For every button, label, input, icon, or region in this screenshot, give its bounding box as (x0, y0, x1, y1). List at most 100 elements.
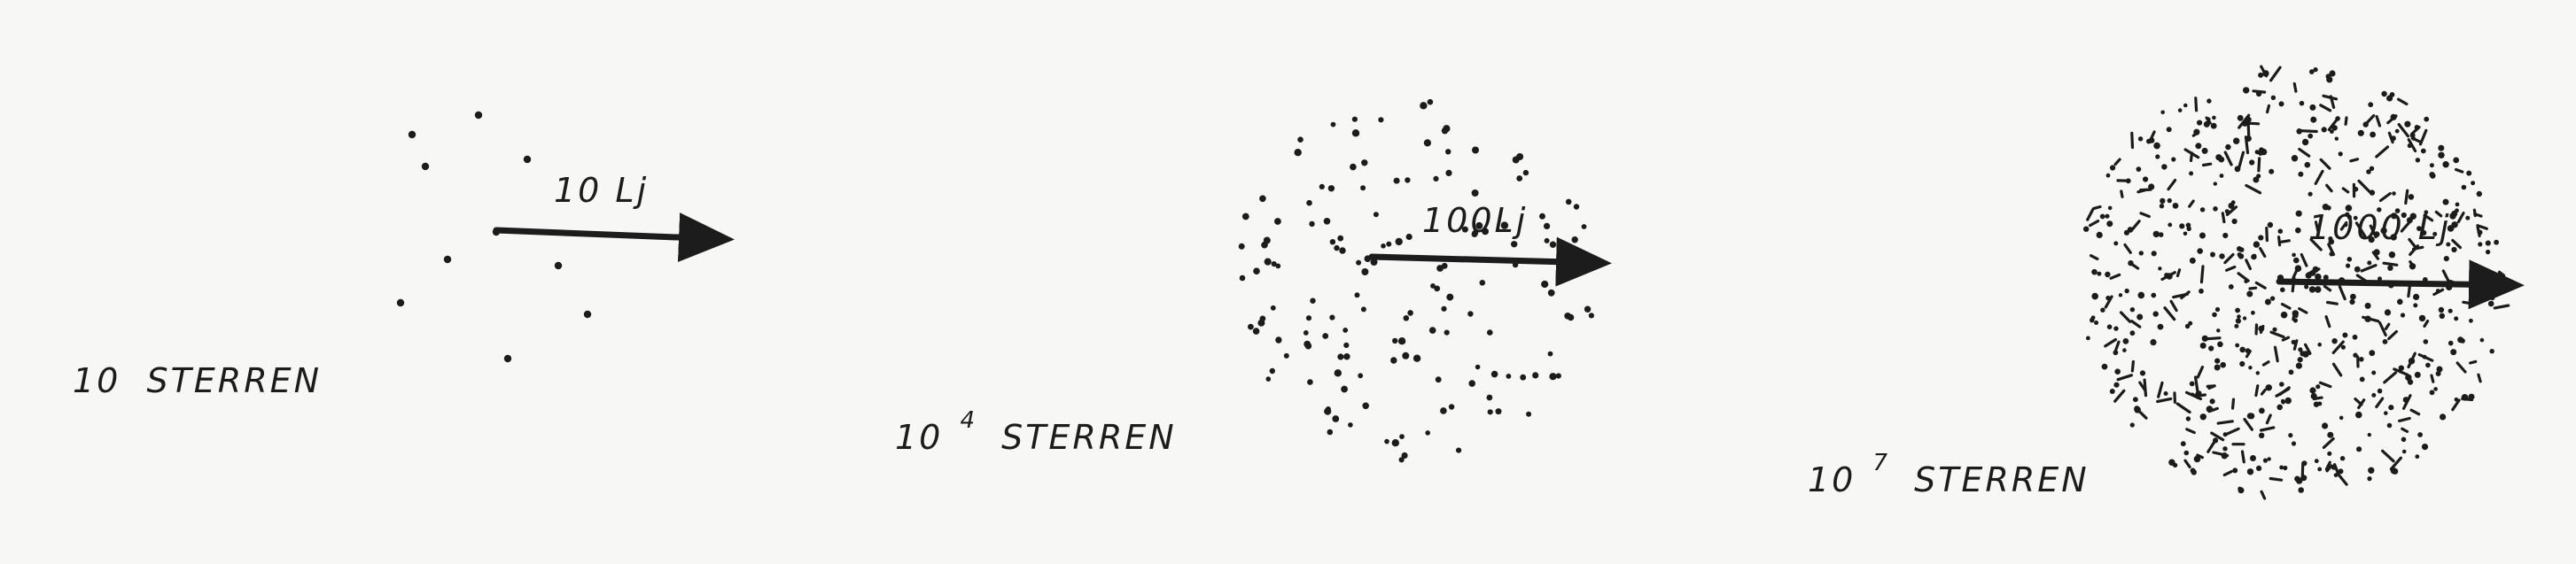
star-dot (2260, 490, 2267, 500)
star-dot (2083, 226, 2090, 232)
star-dot (2319, 158, 2331, 170)
star-dot (1323, 218, 1331, 225)
star-dot (1555, 373, 1561, 379)
star-dot (1441, 127, 1449, 135)
star-dot (2330, 129, 2334, 135)
star-dot (1386, 241, 1392, 247)
star-dot (2438, 306, 2445, 313)
star-dot (2384, 322, 2391, 330)
star-dot (2143, 176, 2149, 182)
star-dot (1398, 457, 1405, 463)
star-dot (2490, 295, 2495, 301)
star-dot (2089, 220, 2100, 228)
star-dot (2152, 230, 2160, 238)
star-dot (554, 261, 563, 270)
star-dot (1360, 306, 1366, 313)
star-dot (2388, 405, 2394, 411)
star-dot (2201, 162, 2213, 167)
star-dot (1274, 218, 1281, 225)
star-dot (2251, 253, 2257, 260)
star-dot (1549, 373, 1557, 381)
star-dot (1332, 415, 1340, 422)
star-dot (2100, 307, 2105, 313)
star-dot (2090, 315, 2096, 321)
star-dot (2224, 427, 2240, 436)
star-dot (2210, 251, 2215, 258)
star-dot (2325, 464, 2333, 473)
star-dot (2101, 363, 2108, 370)
star-dot (1565, 198, 1572, 205)
star-dot (1448, 404, 1455, 410)
star-dot (2408, 358, 2416, 365)
star-dot (2299, 100, 2305, 106)
star-dot (1430, 283, 1436, 289)
star-dot (2371, 392, 2377, 398)
star-dot (2407, 138, 2417, 153)
star-dot (2298, 347, 2303, 352)
star-dot (1343, 342, 1350, 348)
star-dot (2329, 95, 2336, 110)
star-dot (2106, 324, 2113, 330)
star-dot (2139, 188, 2152, 192)
star-dot (2327, 431, 2334, 438)
star-dot (1401, 452, 1408, 460)
star-dot (1264, 258, 1272, 266)
star-dot (2494, 239, 2500, 245)
star-dot (2436, 366, 2443, 373)
star-dot (2113, 350, 2119, 356)
star-dot (583, 310, 592, 319)
star-dot (1381, 243, 1386, 249)
star-dot (2424, 210, 2429, 215)
star-dot (2478, 242, 2483, 247)
star-dot (2410, 136, 2423, 143)
star-dot (2433, 387, 2438, 391)
star-dot (2314, 169, 2324, 185)
star-dot (1486, 394, 1493, 401)
star-dot (1253, 267, 1260, 275)
star-dot (2409, 260, 2416, 268)
star-dot (2239, 360, 2245, 367)
star-dot (2134, 406, 2140, 412)
star-dot (1309, 220, 1315, 228)
star-dot (2326, 76, 2333, 83)
star-dot (1305, 315, 1312, 321)
star-dot (2342, 332, 2348, 338)
star-dot (2346, 257, 2353, 262)
star-dot (1339, 247, 1346, 254)
star-dot (2317, 467, 2323, 472)
star-dot (2106, 220, 2113, 228)
star-dot (1324, 407, 1332, 415)
star-dot (2349, 158, 2360, 163)
star-dot (2261, 360, 2270, 367)
star-dot (2414, 371, 2421, 378)
star-dot (2401, 437, 2407, 443)
star-dot (2369, 166, 2375, 171)
star-dot (2455, 208, 2459, 213)
radius-label: 10 Lj (554, 171, 649, 210)
star-dot (2206, 384, 2216, 388)
star-dot (2487, 300, 2494, 307)
star-dot (2109, 389, 2115, 394)
star-dot (2130, 131, 2135, 150)
star-dot (2212, 115, 2216, 120)
star-dot (2329, 251, 2334, 257)
star-dot (2143, 378, 2148, 398)
star-dot (2167, 222, 2173, 228)
star-dot (2163, 391, 2168, 396)
star-dot (2387, 329, 2398, 341)
star-dot (2442, 198, 2449, 205)
star-dot (2451, 238, 2462, 250)
star-dot (1584, 305, 1592, 313)
star-dot (2233, 137, 2240, 144)
star-dot (2300, 253, 2308, 267)
star-dot (2234, 323, 2239, 328)
star-dot (2472, 272, 2482, 284)
star-dot (1238, 243, 1245, 250)
star-dot (2469, 318, 2473, 323)
star-dot (2167, 197, 2172, 204)
star-count-label: 10 STERREN (73, 361, 322, 400)
star-dot (1343, 353, 1350, 360)
star-dot (2269, 476, 2284, 482)
star-dot (2237, 151, 2245, 168)
